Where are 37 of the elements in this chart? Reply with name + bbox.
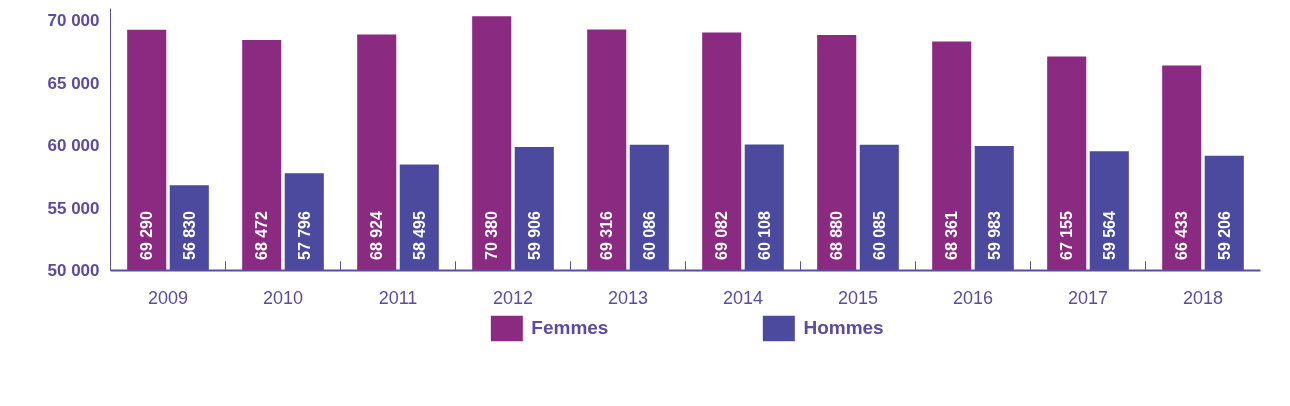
data-label: 59 206 <box>1215 210 1233 261</box>
data-label: 60 085 <box>870 210 888 261</box>
data-label: 60 108 <box>755 210 773 261</box>
data-label: 68 472 <box>253 210 271 261</box>
data-label: 69 082 <box>713 210 731 261</box>
legend-label: Hommes <box>803 317 884 339</box>
x-tick-label: 2017 <box>1067 287 1109 308</box>
data-label: 59 906 <box>525 210 543 261</box>
data-label: 70 380 <box>483 210 501 261</box>
data-label: 59 564 <box>1100 210 1118 261</box>
x-tick-label: 2009 <box>147 287 189 308</box>
x-tick-label: 2014 <box>722 287 764 308</box>
data-label: 68 924 <box>368 210 386 261</box>
x-tick-label: 2015 <box>837 287 879 308</box>
data-label: 58 495 <box>410 210 428 261</box>
data-label: 60 086 <box>640 210 658 261</box>
data-label: 57 796 <box>295 210 313 261</box>
y-tick-label: 65 000 <box>47 73 100 93</box>
x-tick-label: 2018 <box>1182 287 1224 308</box>
data-label: 67 155 <box>1058 210 1076 261</box>
data-label: 68 361 <box>943 210 961 261</box>
legend-label: Femmes <box>531 317 609 339</box>
x-tick-label: 2012 <box>492 287 534 308</box>
data-label: 69 290 <box>138 210 156 261</box>
data-label: 66 433 <box>1173 210 1191 261</box>
data-label: 68 880 <box>828 210 846 261</box>
x-tick-label: 2013 <box>607 287 649 308</box>
y-tick-label: 60 000 <box>47 136 100 156</box>
y-tick-label: 50 000 <box>47 261 100 280</box>
x-tick-label: 2016 <box>952 287 994 308</box>
y-tick-label: 70 000 <box>47 11 100 31</box>
data-label: 69 316 <box>598 210 616 261</box>
data-label: 59 983 <box>985 210 1003 261</box>
y-tick-label: 55 000 <box>47 198 100 218</box>
data-label: 56 830 <box>180 210 198 261</box>
x-tick-label: 2010 <box>262 287 304 308</box>
x-tick-label: 2011 <box>378 287 418 308</box>
